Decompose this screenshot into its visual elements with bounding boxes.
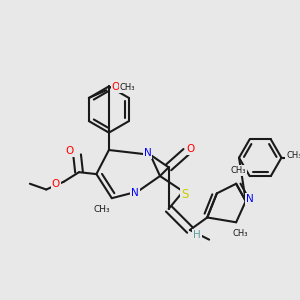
Text: CH₃: CH₃ xyxy=(120,83,135,92)
Text: H: H xyxy=(193,230,200,240)
Text: O: O xyxy=(65,146,74,156)
Text: N: N xyxy=(131,188,139,198)
Text: N: N xyxy=(246,194,254,204)
Text: CH₃: CH₃ xyxy=(232,230,248,238)
Text: N: N xyxy=(144,148,151,158)
Text: CH₃: CH₃ xyxy=(94,205,110,214)
Text: O: O xyxy=(112,82,120,92)
Text: O: O xyxy=(52,179,60,189)
Text: S: S xyxy=(182,188,189,201)
Text: CH₃: CH₃ xyxy=(286,151,300,160)
Text: CH₃: CH₃ xyxy=(230,166,246,175)
Text: O: O xyxy=(187,144,195,154)
